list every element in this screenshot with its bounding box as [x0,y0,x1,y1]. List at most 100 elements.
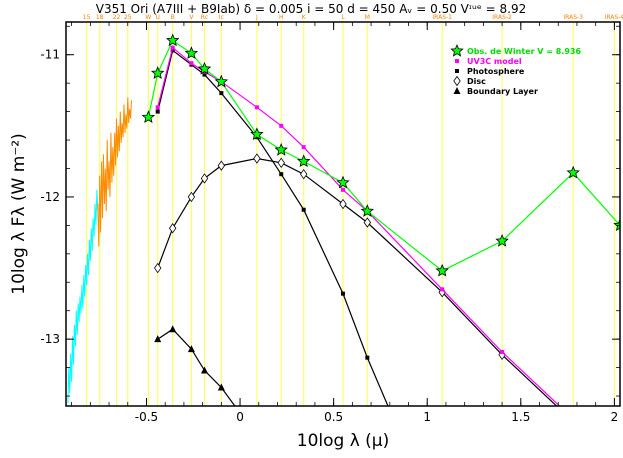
series-1-point-5 [254,105,259,110]
series-line-0 [147,39,620,272]
series-2-point-10 [388,408,392,412]
legend-marker-1 [455,59,459,63]
series-1-point-6 [279,123,284,128]
x-tick-label-5: 2 [611,410,619,424]
band-label-14: M [365,14,370,21]
series-1-point-7 [301,145,306,150]
band-label-18: IRAS-4 [605,14,623,21]
legend-marker-3 [453,75,461,87]
series-0-point-7 [274,142,288,156]
series-1-point-11 [500,349,505,354]
series-line-2 [157,49,389,406]
series-4-point-2 [187,345,195,353]
legend-marker-2 [455,69,459,73]
series-layer [141,33,620,426]
band-label-6: B [171,14,175,21]
band-label-8: Rc [201,14,208,21]
series-2-point-4 [219,91,224,96]
series-3-point-4 [217,160,226,171]
series-0-point-1 [151,66,165,79]
series-0-point-11 [435,263,449,277]
band-label-16: IRAS-2 [492,14,512,21]
series-0 [141,33,620,277]
series-0-point-2 [166,33,180,47]
band-label-17: IRAS-3 [563,14,583,21]
series-2-point-3 [202,72,207,77]
x-tick-label-3: 1 [423,410,431,424]
x-axis-title: 10log λ (μ) [297,431,390,451]
series-line-4 [157,328,236,406]
series-0-point-3 [184,46,199,59]
band-label-3: 25 [124,14,132,21]
band-label-5: U [156,14,160,21]
series-3-point-2 [187,191,196,203]
series-4-point-3 [201,366,208,374]
legend-label-0: Obs. de Winter V = 8.936 [467,47,581,56]
legend-label-4: Boundary Layer [467,87,538,96]
x-tick-label-0: -0.5 [135,410,158,424]
y-axis-title: 10log λ Fλ (W m⁻²) [9,133,29,294]
band-label-13: L [341,14,345,21]
y-tick-label-1: -12 [40,190,60,204]
band-label-2: 22 [113,14,121,21]
band-lines: 15 18 22 25 W U B V Rc Ic J H K L M IRAS-1 IRAS-2 IRAS-3 I… [83,14,623,406]
axis-ticks: -0.5 0 0.5 1 1.5 2 -11 -12 -13 [40,22,620,424]
series-0-point-12 [495,233,509,247]
series-2-point-6 [279,172,284,177]
band-label-15: IRAS-1 [432,14,452,21]
plot-frame [65,21,621,407]
series-2-point-9 [365,355,370,360]
series-2-point-8 [341,291,345,296]
series-2-point-7 [301,207,306,212]
series-4-point-1 [169,325,177,333]
x-tick-label-1: 0 [236,410,244,424]
spectrum-1 [97,97,132,247]
series-4 [154,325,236,406]
series-0-point-8 [297,154,311,168]
band-label-12: K [302,14,307,21]
series-0-point-9 [336,175,350,189]
series-0-point-0 [141,110,156,123]
series-3-point-12 [570,417,576,426]
series-3-point-0 [154,262,162,274]
legend-label-2: Photosphere [467,67,525,76]
series-4-point-4 [217,383,225,391]
series-2-point-1 [170,48,175,53]
legend-marker-4 [453,87,461,94]
band-label-10: J [255,14,258,21]
spectra [67,97,132,404]
band-label-7: V [189,14,194,21]
series-0-point-6 [250,127,264,141]
series-4-point-0 [154,335,162,343]
series-0-point-4 [197,61,212,75]
series-3-point-6 [277,157,285,168]
series-1-point-12 [571,417,575,421]
series-0-point-10 [360,204,374,217]
series-3-point-3 [200,173,209,184]
series-1-point-10 [440,287,445,292]
x-tick-label-2: 0.5 [324,410,343,424]
series-1-point-8 [341,187,345,192]
band-label-4: W [145,14,151,21]
series-1-point-1 [170,45,175,50]
series-3 [154,153,576,426]
series-3-point-9 [363,217,372,228]
chart-title: V351 Ori (A7III + B9Iab) δ = 0.005 i = 5… [96,2,527,16]
series-3-point-1 [168,223,177,234]
series-3-point-5 [253,153,261,164]
band-label-11: H [279,14,284,21]
band-label-9: Ic [219,14,224,21]
series-0-point-13 [566,165,580,179]
series-0-point-5 [214,74,229,88]
series-1-point-2 [189,61,194,66]
y-tick-label-2: -13 [40,332,60,346]
series-3-point-8 [339,198,347,210]
band-label-0: 15 [83,14,91,21]
series-3-point-7 [300,168,308,180]
series-2-point-0 [155,109,160,114]
spectrum-0 [67,189,99,404]
legend-marker-0 [450,43,464,57]
series-0-point-14 [613,218,620,232]
